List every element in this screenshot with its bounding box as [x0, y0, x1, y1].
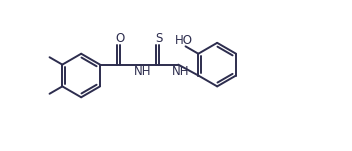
Text: HO: HO	[175, 34, 193, 47]
Text: NH: NH	[134, 65, 151, 78]
Text: S: S	[155, 32, 163, 45]
Text: O: O	[116, 32, 125, 45]
Text: NH: NH	[172, 65, 190, 78]
